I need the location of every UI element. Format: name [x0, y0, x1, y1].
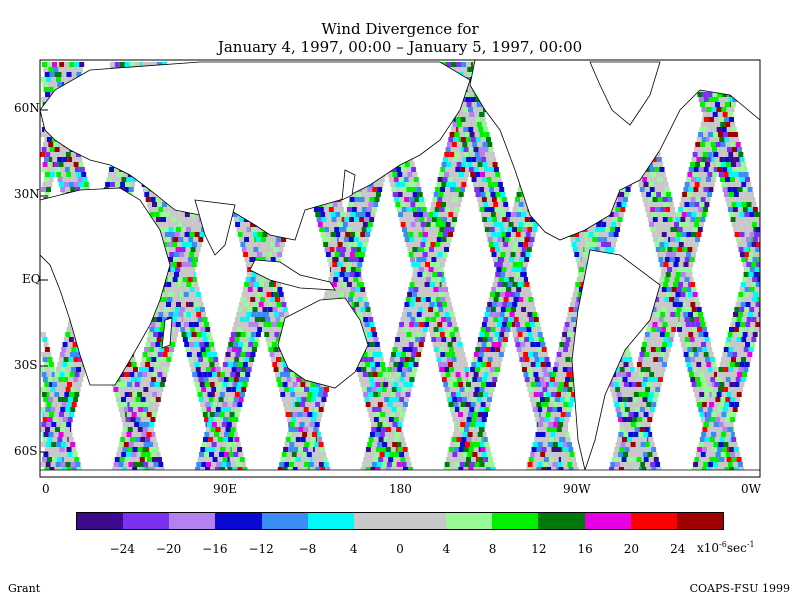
- eurasia: [40, 61, 471, 241]
- colorbar-cell: [77, 513, 124, 529]
- color-legend-bar: [76, 512, 724, 530]
- indonesia: [249, 259, 336, 291]
- colorbar-cell: [261, 513, 308, 529]
- units-exponent-1: -6: [719, 540, 727, 549]
- units-prefix: x10: [697, 541, 720, 555]
- footer-author: Grant: [8, 582, 41, 595]
- lon-label-90w: 90W: [563, 482, 591, 496]
- japan: [341, 169, 356, 201]
- colorbar-cell: [630, 513, 677, 529]
- colorbar-label: −16: [202, 542, 228, 556]
- colorbar-cell: [399, 513, 447, 529]
- colorbar-label: 8: [488, 542, 497, 556]
- lon-label-180: 180: [389, 482, 412, 496]
- lat-label-30n: 30N: [14, 187, 40, 201]
- land-masses: [40, 60, 760, 477]
- india: [194, 199, 236, 256]
- lat-label-60n: 60N: [14, 101, 40, 115]
- lat-ticks: [40, 109, 48, 453]
- colorbar-label: 20: [623, 542, 640, 556]
- lat-label-30s: 30S: [14, 358, 38, 372]
- colorbar-label: −12: [248, 542, 274, 556]
- map-border: [39, 59, 761, 478]
- lon-label-0w: 0W: [741, 482, 761, 496]
- colorbar-cell: [353, 513, 400, 529]
- colorbar-cell: [123, 513, 170, 529]
- colorbar-label: −20: [155, 542, 182, 556]
- africa: [40, 187, 171, 386]
- colorbar-label: 24: [670, 542, 686, 556]
- colorbar-label: 4: [442, 542, 451, 556]
- colorbar-cell: [215, 513, 262, 529]
- colorbar-cell: [538, 513, 585, 529]
- australia: [277, 297, 369, 389]
- lat-label-eq: EQ: [22, 272, 41, 286]
- units-sec: sec: [726, 541, 747, 555]
- greenland: [589, 61, 661, 126]
- colorbar-label: 0: [396, 542, 404, 556]
- colorbar-cell: [446, 513, 493, 529]
- south-america: [571, 249, 661, 472]
- colorbar-label: 16: [577, 542, 593, 556]
- footer-credit: COAPS-FSU 1999: [689, 582, 790, 595]
- map-title: Wind Divergence for: [321, 20, 479, 38]
- colorbar-label: 4: [349, 542, 358, 556]
- colorbar-cell: [676, 513, 723, 529]
- lon-label-0: 0: [42, 482, 50, 496]
- map-subtitle-date-range: January 4, 1997, 00:00 – January 5, 1997…: [217, 38, 583, 56]
- colorbar-label: −24: [109, 542, 135, 556]
- madagascar: [161, 317, 173, 349]
- colorbar-cell: [169, 513, 216, 529]
- colorbar-label: −8: [298, 542, 317, 556]
- color-legend-units: x10-6sec-1: [697, 540, 755, 555]
- colorbar-cell: [307, 513, 354, 529]
- antarctica: [40, 469, 760, 477]
- colorbar-label: 12: [531, 542, 547, 556]
- colorbar-cell: [584, 513, 631, 529]
- lat-label-60s: 60S: [14, 444, 38, 458]
- north-america: [469, 60, 760, 241]
- units-exponent-2: -1: [746, 540, 755, 549]
- lon-label-90e: 90E: [213, 482, 238, 496]
- colorbar-cell: [492, 513, 539, 529]
